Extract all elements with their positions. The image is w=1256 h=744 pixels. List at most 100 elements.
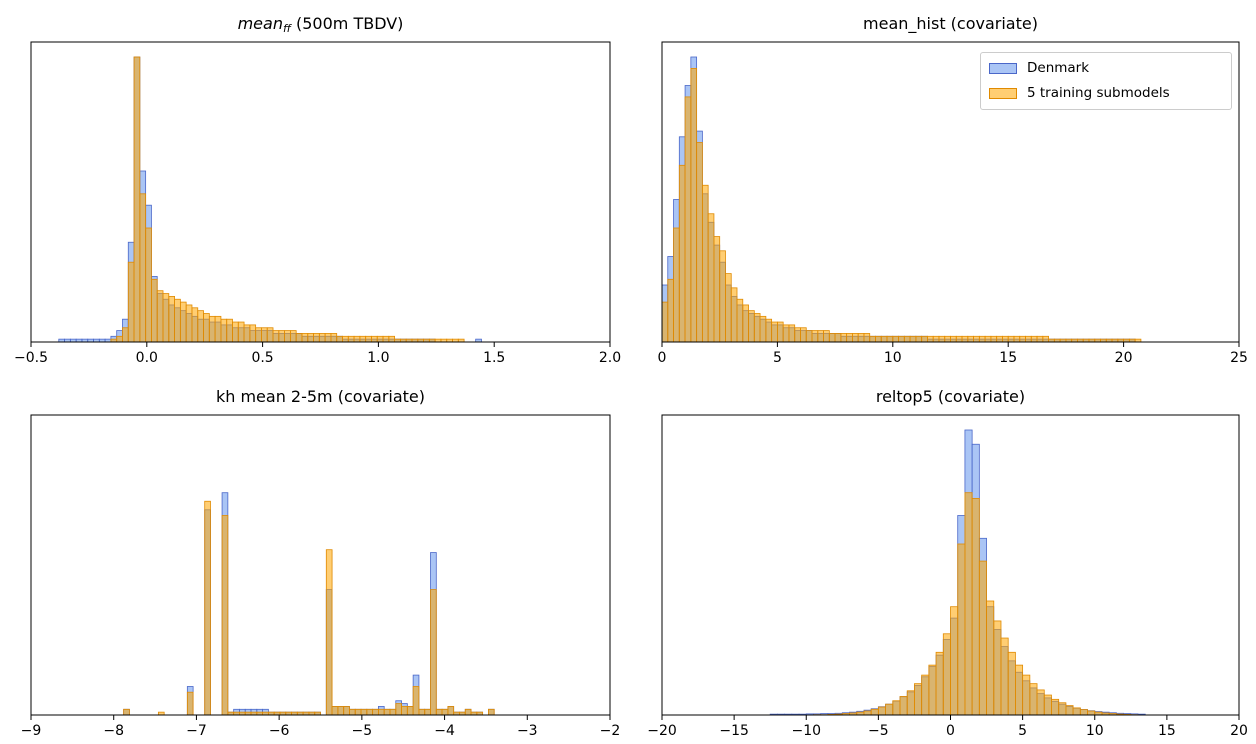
bar-training xyxy=(336,335,343,343)
bar-training xyxy=(1065,705,1074,716)
bar-training xyxy=(759,315,767,343)
legend-swatch-training xyxy=(989,87,1017,99)
series-training xyxy=(813,492,1139,716)
chart-panel-2: 0 5 10 15 20 25 mean_hist (covariate) xyxy=(658,14,1248,366)
x-tick-label: 1.0 xyxy=(367,350,389,366)
x-tick-label: −2 xyxy=(600,723,621,739)
bar-training xyxy=(840,333,848,343)
bar-training xyxy=(249,324,257,343)
legend: Denmark 5 training submodels xyxy=(980,52,1232,110)
series-training xyxy=(123,500,495,716)
bar-training xyxy=(359,335,367,343)
bar-training xyxy=(736,298,744,343)
bar-training xyxy=(208,315,216,343)
x-tick-label: 0.0 xyxy=(136,350,158,366)
x-tick-label: 5 xyxy=(1018,723,1027,739)
bar-training xyxy=(1000,637,1009,716)
bar-training xyxy=(1042,335,1049,343)
bar-training xyxy=(145,227,152,343)
bar-training xyxy=(811,330,819,343)
axes-frame xyxy=(661,41,1240,343)
bar-training xyxy=(1019,335,1026,343)
bar-training xyxy=(243,324,251,343)
bar-training xyxy=(914,683,923,716)
bar-training xyxy=(360,708,368,716)
bar-training xyxy=(156,290,164,343)
bar-training xyxy=(237,321,245,343)
x-tick-label: −9 xyxy=(21,723,42,739)
bar-training xyxy=(690,68,698,343)
bar-training xyxy=(1002,335,1009,343)
bar-training xyxy=(753,313,761,343)
bar-training xyxy=(823,330,830,343)
bar-training xyxy=(342,335,349,343)
bar-training xyxy=(1029,683,1038,716)
bar-training xyxy=(214,315,222,343)
bar-training xyxy=(301,333,309,343)
x-tick-label: −20 xyxy=(647,723,677,739)
bar-training xyxy=(371,335,378,343)
bar-training xyxy=(365,335,372,343)
bar-training xyxy=(800,327,807,343)
bar-training xyxy=(122,327,129,343)
series-training xyxy=(110,56,465,343)
bar-training xyxy=(955,335,963,343)
bar-training xyxy=(179,301,187,343)
bar-training xyxy=(990,335,998,343)
bar-training xyxy=(892,335,899,343)
bar-training xyxy=(870,708,879,716)
x-tick-label: −5 xyxy=(352,723,373,739)
bar-training xyxy=(1025,335,1032,343)
bar-training xyxy=(834,333,842,343)
bar-training xyxy=(725,273,732,343)
bar-training xyxy=(284,330,291,343)
x-tick-label: 0.5 xyxy=(251,350,273,366)
series-denmark xyxy=(58,56,482,343)
chart-panel-3: −9 −8 −7 −6 −5 −4 −3 −2 kh mean 2-5m (covariate) xyxy=(21,387,621,739)
bar-training xyxy=(464,708,472,716)
chart-panel-1: −0.5 0.0 0.5 1.0 1.5 2.0 meanff (500m TBDV) xyxy=(14,14,621,366)
x-tick-label: −8 xyxy=(103,723,124,739)
bar-training xyxy=(295,333,303,343)
bar-training xyxy=(880,335,888,343)
bar-training xyxy=(828,333,836,343)
bar-training xyxy=(748,310,755,343)
bar-training xyxy=(255,327,262,343)
bar-training xyxy=(971,497,980,716)
bar-training xyxy=(928,664,937,716)
x-tick-label: 2.0 xyxy=(599,350,621,366)
bar-training xyxy=(139,193,147,343)
bar-training xyxy=(719,250,726,343)
bar-training xyxy=(347,335,355,343)
bar-training xyxy=(805,330,813,343)
x-tick-label: −15 xyxy=(719,723,749,739)
legend-item-denmark: Denmark xyxy=(989,59,1089,77)
bar-training xyxy=(1022,674,1031,716)
chart-title: reltop5 (covariate) xyxy=(876,387,1025,406)
bar-training xyxy=(162,293,170,343)
bar-training xyxy=(684,96,692,343)
bar-training xyxy=(1015,664,1024,716)
bar-training xyxy=(984,335,992,343)
x-tick-label: −4 xyxy=(434,723,455,739)
x-tick-label: 15 xyxy=(999,350,1017,366)
bar-training xyxy=(661,301,669,343)
bar-training xyxy=(852,333,859,343)
bar-training xyxy=(964,492,973,716)
bar-training xyxy=(944,335,951,343)
x-tick-label: 20 xyxy=(1230,723,1248,739)
bar-training xyxy=(950,606,959,716)
bar-training xyxy=(921,674,930,716)
bar-training xyxy=(123,708,130,716)
bar-training xyxy=(978,560,987,716)
x-tick-label: 25 xyxy=(1230,350,1248,366)
bar-training xyxy=(185,304,193,343)
x-tick-label: 1.5 xyxy=(483,350,505,366)
legend-label-training: 5 training submodels xyxy=(1027,85,1170,101)
bar-training xyxy=(186,691,194,716)
bar-training xyxy=(325,549,333,716)
bar-training xyxy=(395,703,402,716)
bar-training xyxy=(406,706,414,716)
bar-training xyxy=(383,708,391,716)
